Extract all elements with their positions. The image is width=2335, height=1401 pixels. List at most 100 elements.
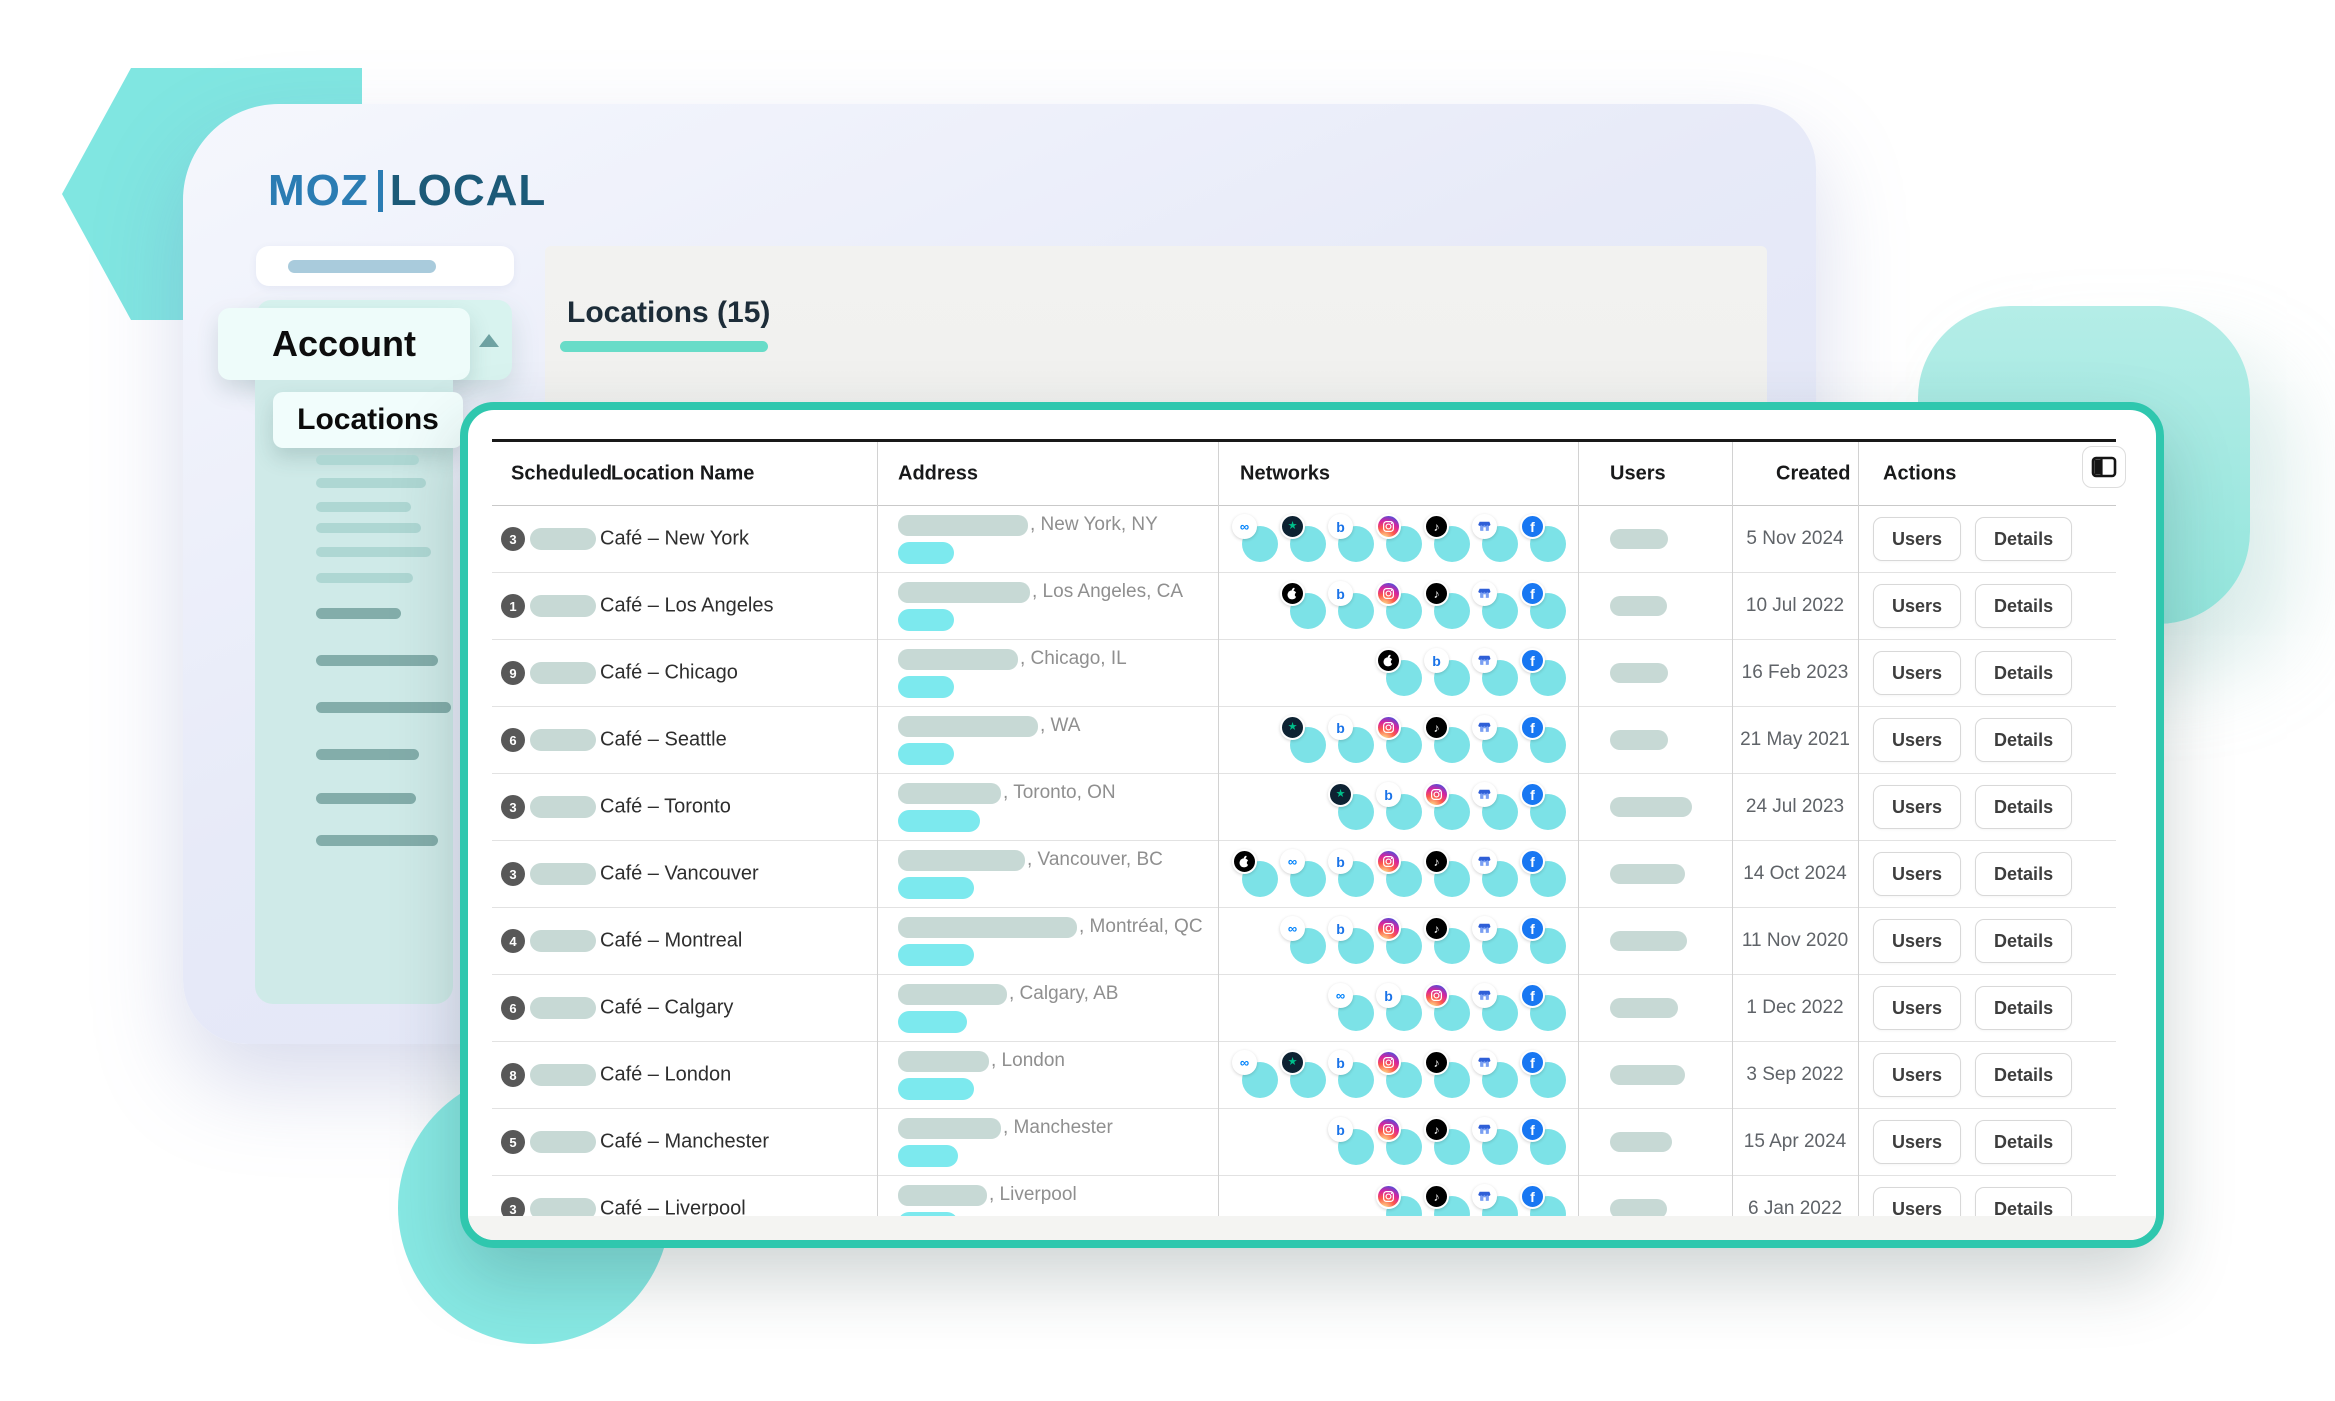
facebook-icon: f — [1520, 715, 1545, 740]
details-button[interactable]: Details — [1975, 517, 2073, 561]
network-meta: ∞ — [1328, 983, 1374, 1033]
row-actions: Users Details — [1873, 852, 2073, 896]
sidebar-skeleton-line — [316, 749, 419, 760]
users-button[interactable]: Users — [1873, 1053, 1962, 1097]
users-button[interactable]: Users — [1873, 852, 1962, 896]
nav-search-skeleton — [256, 246, 514, 286]
header-scheduled: Scheduled — [511, 462, 613, 484]
details-button[interactable]: Details — [1975, 986, 2073, 1030]
address-line: , Montréal, QC — [898, 916, 1203, 938]
instagram-icon — [1376, 1050, 1401, 1075]
address-highlight-skeleton — [898, 877, 974, 899]
networks-list: ∞ b ♪ f — [1218, 849, 1566, 899]
column-settings-button[interactable] — [2082, 446, 2126, 488]
chevron-up-icon — [479, 334, 499, 347]
address-line: , Manchester — [898, 1117, 1113, 1139]
details-button[interactable]: Details — [1975, 919, 2073, 963]
tiktok-icon: ♪ — [1424, 1117, 1449, 1142]
instagram-icon — [1376, 581, 1401, 606]
row-actions: Users Details — [1873, 1120, 2073, 1164]
users-skeleton — [1610, 663, 1668, 683]
address-highlight-skeleton — [898, 1078, 974, 1100]
users-button[interactable]: Users — [1873, 785, 1962, 829]
network-tiktok: ♪ — [1424, 514, 1470, 564]
address-city-text: , Manchester — [1003, 1117, 1113, 1138]
users-button[interactable]: Users — [1873, 1120, 1962, 1164]
address-city-text: , Chicago, IL — [1020, 648, 1127, 669]
location-name-skeleton — [530, 595, 596, 617]
address-line: , New York, NY — [898, 514, 1158, 536]
details-button[interactable]: Details — [1975, 651, 2073, 695]
facebook-icon: f — [1520, 1184, 1545, 1209]
details-button[interactable]: Details — [1975, 584, 2073, 628]
sidebar-skeleton-line — [316, 523, 421, 533]
users-button[interactable]: Users — [1873, 919, 1962, 963]
google-business-icon — [1472, 849, 1497, 874]
row-actions: Users Details — [1873, 517, 2073, 561]
users-button[interactable]: Users — [1873, 517, 1962, 561]
details-button[interactable]: Details — [1975, 718, 2073, 762]
logo-brand-text: MOZ — [268, 166, 369, 215]
location-name-skeleton — [530, 1064, 596, 1086]
tiktok-icon: ♪ — [1424, 916, 1449, 941]
sidebar-item-locations[interactable]: Locations — [273, 392, 463, 448]
network-instagram — [1376, 715, 1422, 765]
sidebar-submenu-panel — [255, 380, 453, 1004]
address-skeleton — [898, 581, 1030, 603]
scheduled-count-badge: 4 — [501, 929, 525, 953]
address-skeleton — [898, 849, 1025, 871]
address-skeleton — [898, 1117, 1001, 1139]
network-tiktok: ♪ — [1424, 849, 1470, 899]
address-highlight-skeleton — [898, 676, 954, 698]
created-date: 24 Jul 2023 — [1745, 796, 1845, 817]
location-name-skeleton — [530, 997, 596, 1019]
network-google-business — [1472, 1117, 1518, 1167]
google-business-icon — [1472, 983, 1497, 1008]
network-meta: ∞ — [1280, 849, 1326, 899]
bing-icon: b — [1328, 514, 1353, 539]
networks-list: ∞ ★ b ♪ f — [1218, 1050, 1566, 1100]
created-date: 5 Nov 2024 — [1746, 528, 1844, 549]
users-skeleton — [1610, 864, 1685, 884]
users-button[interactable]: Users — [1873, 584, 1962, 628]
table-row: 6 Café – Calgary , Calgary, AB ∞ b f 1 Dec 202… — [492, 975, 2116, 1042]
users-button[interactable]: Users — [1873, 718, 1962, 762]
users-skeleton — [1610, 931, 1687, 951]
location-name-skeleton — [530, 796, 596, 818]
sidebar-skeleton-line — [316, 478, 426, 488]
nav-search-skeleton-pill — [288, 260, 436, 273]
details-button[interactable]: Details — [1975, 1120, 2073, 1164]
columns-icon — [2091, 456, 2117, 478]
bing-icon: b — [1376, 782, 1401, 807]
network-trustpilot: ★ — [1280, 514, 1326, 564]
created-date: 16 Feb 2023 — [1741, 662, 1849, 683]
sidebar-item-account[interactable]: Account — [218, 308, 470, 380]
page-title: Locations (15) — [567, 296, 771, 329]
table-row: 9 Café – Chicago, Chicago, IL b f 16 Feb 202… — [492, 640, 2116, 707]
bing-icon: b — [1424, 648, 1449, 673]
network-tiktok: ♪ — [1424, 581, 1470, 631]
users-skeleton — [1610, 529, 1668, 549]
network-facebook: f — [1520, 648, 1566, 698]
table-row: 3 Café – Toronto , Toronto, ON ★ b f 24 Jul 20… — [492, 774, 2116, 841]
networks-list: ★ b ♪ f — [1218, 715, 1566, 765]
users-button[interactable]: Users — [1873, 986, 1962, 1030]
address-skeleton — [898, 715, 1038, 737]
bing-icon: b — [1328, 849, 1353, 874]
location-name-skeleton — [530, 528, 596, 550]
tiktok-icon: ♪ — [1424, 514, 1449, 539]
instagram-icon — [1376, 1184, 1401, 1209]
network-bing: b — [1376, 983, 1422, 1033]
address-city-text: , WA — [1040, 715, 1081, 736]
locations-table: Scheduled Location Name Address Networks… — [492, 439, 2116, 1240]
address-skeleton — [898, 782, 1001, 804]
address-city-text: , Vancouver, BC — [1027, 849, 1163, 870]
network-google-business — [1472, 1050, 1518, 1100]
details-button[interactable]: Details — [1975, 852, 2073, 896]
details-button[interactable]: Details — [1975, 785, 2073, 829]
details-button[interactable]: Details — [1975, 1053, 2073, 1097]
tiktok-icon: ♪ — [1424, 715, 1449, 740]
address-city-text: , Montréal, QC — [1079, 916, 1203, 937]
users-button[interactable]: Users — [1873, 651, 1962, 695]
bing-icon: b — [1376, 983, 1401, 1008]
